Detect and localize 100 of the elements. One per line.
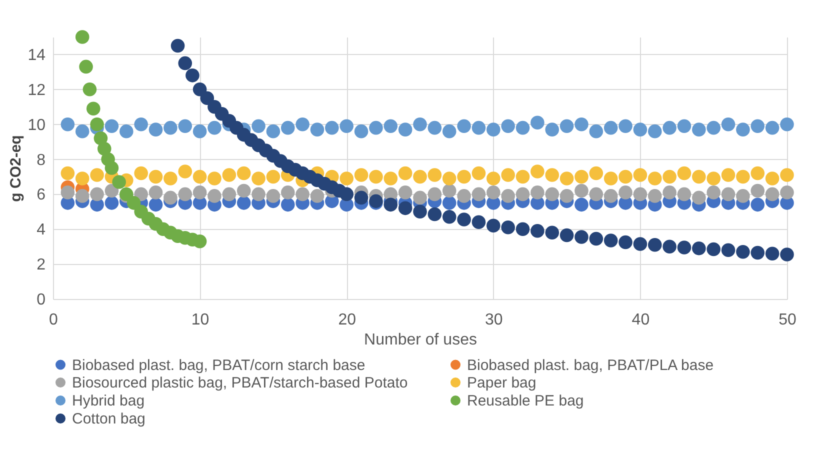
point [208, 120, 222, 135]
point [750, 246, 765, 260]
y-tick-label: 0 [36, 292, 46, 308]
point [442, 210, 456, 224]
point [252, 187, 266, 202]
point [692, 170, 706, 184]
point [164, 120, 178, 135]
point [574, 117, 588, 132]
point [721, 117, 736, 132]
point [398, 186, 412, 200]
point [208, 189, 222, 203]
point [618, 235, 632, 250]
point [94, 131, 108, 146]
point [236, 184, 251, 198]
x-tick-label: 40 [632, 312, 650, 328]
point [501, 220, 515, 234]
point [457, 189, 471, 203]
point [516, 222, 530, 236]
point [104, 119, 119, 133]
point [266, 124, 280, 138]
legend-label: Biobased plast. bag, PBAT/PLA base [467, 356, 714, 374]
point [501, 189, 515, 203]
point [780, 186, 794, 200]
x-tick-label: 10 [191, 312, 210, 328]
point [266, 170, 280, 184]
point [604, 234, 618, 248]
point [486, 122, 500, 136]
point [252, 119, 266, 133]
point [560, 119, 574, 133]
point [677, 119, 692, 133]
point [706, 186, 720, 200]
point [516, 187, 530, 202]
point [178, 56, 192, 70]
point [765, 246, 780, 260]
point [90, 117, 104, 132]
point [178, 119, 192, 133]
point [60, 117, 75, 132]
point [618, 170, 632, 184]
point [486, 218, 500, 233]
point [75, 172, 90, 186]
point [780, 248, 794, 262]
legend-label: Biosourced plastic bag, PBAT/starch-based Potato [72, 374, 408, 392]
point [104, 184, 119, 198]
y-tick-label: 6 [36, 186, 46, 204]
point [192, 124, 207, 138]
legend-label: Paper bag [467, 374, 536, 392]
point [384, 172, 398, 186]
point [86, 102, 100, 116]
point [516, 120, 530, 135]
point [750, 166, 765, 180]
point [501, 119, 515, 133]
point [472, 166, 486, 180]
point [428, 187, 442, 202]
point [112, 175, 126, 189]
point [706, 120, 720, 135]
point [530, 224, 544, 238]
y-tick-label: 12 [28, 82, 46, 99]
point [97, 142, 112, 156]
point [75, 189, 90, 203]
point [413, 190, 427, 205]
point [516, 170, 530, 184]
point [340, 119, 354, 133]
point [589, 187, 604, 202]
point [692, 190, 706, 205]
point [706, 172, 720, 186]
point [545, 226, 560, 240]
point [82, 82, 97, 96]
point [222, 187, 236, 202]
point [486, 186, 500, 200]
y-tick-label: 2 [36, 256, 46, 274]
point [413, 117, 427, 132]
point [604, 120, 618, 135]
point [736, 170, 750, 184]
x-axis-title: Number of uses [364, 332, 477, 348]
point [692, 241, 706, 256]
point [252, 172, 266, 186]
point [486, 172, 500, 186]
point [178, 164, 192, 178]
point [633, 122, 648, 136]
point [721, 243, 736, 257]
point [648, 238, 662, 252]
point [192, 234, 207, 248]
point [750, 184, 765, 198]
point [79, 60, 93, 74]
point [574, 170, 588, 184]
point [236, 166, 251, 180]
point [604, 189, 618, 203]
x-tick-label: 30 [485, 312, 503, 328]
point [765, 120, 780, 135]
point [413, 204, 427, 219]
point [310, 122, 324, 136]
point [560, 189, 574, 203]
legend-label: Biobased plast. bag, PBAT/corn starch base [72, 356, 366, 374]
point [236, 196, 251, 210]
point [340, 172, 354, 186]
point [736, 122, 750, 136]
point [310, 189, 324, 203]
point [413, 170, 427, 184]
point [384, 198, 398, 212]
point [530, 116, 544, 130]
